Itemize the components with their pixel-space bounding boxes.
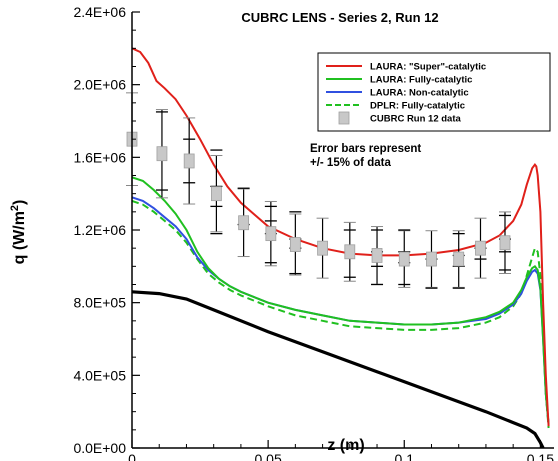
y-axis-title-superscript: 2: [9, 205, 21, 211]
data-point-2: [156, 146, 168, 162]
y-tick-label-2: 8.0E+05: [73, 295, 126, 311]
x-tick-label-2: 0.1: [395, 451, 415, 461]
y-tick-label-0: 0.0E+00: [73, 440, 126, 456]
data-point-5: [238, 215, 250, 231]
annotation-line-1: Error bars represent: [310, 143, 421, 155]
legend-label-3: LAURA: Non-catalytic: [370, 88, 469, 99]
data-point-15: [499, 235, 511, 251]
y-tick-label-1: 4.0E+05: [73, 367, 126, 383]
data-point-14: [475, 240, 486, 256]
legend: LAURA: "Super"-catalytic LAURA: Fully-cat…: [317, 52, 551, 132]
series-line-2: [132, 176, 550, 425]
curve-layer: [132, 47, 550, 448]
y-axis-title-main: q (W/m: [11, 211, 28, 264]
data-point-6: [265, 226, 277, 242]
data-point-7: [289, 237, 301, 252]
legend-label-5: CUBRC Run 12 data: [370, 114, 462, 125]
legend-label-4: DPLR: Fully-catalytic: [370, 101, 465, 112]
legend-entries: LAURA: "Super"-catalytic LAURA: Fully-cat…: [326, 62, 486, 125]
series-line-black: [132, 290, 545, 448]
legend-label-2: LAURA: Fully-catalytic: [370, 75, 472, 86]
x-tick-label-1: 0.05: [255, 451, 282, 461]
y-tick-label-4: 1.6E+06: [73, 149, 126, 165]
data-point-9: [344, 244, 356, 260]
legend-swatch-5: [338, 111, 350, 125]
y-axis-title: q (W/m2): [9, 200, 28, 265]
data-point-8: [317, 240, 328, 256]
annotation-line-2: +/- 15% of data: [310, 157, 391, 169]
y-tick-label-6: 2.4E+06: [73, 4, 126, 20]
x-tick-label-0: 0: [128, 451, 136, 461]
series-line-4: [132, 199, 550, 429]
y-tick-label-3: 1.2E+06: [73, 222, 126, 238]
series-line-1: [132, 47, 550, 427]
error-bar-annotation: Error bars represent +/- 15% of data: [310, 143, 421, 169]
data-point-12: [426, 251, 437, 267]
data-point-3: [183, 153, 195, 169]
y-tick-label-5: 2.0E+06: [73, 77, 126, 93]
plot-area: [126, 47, 550, 448]
data-point-13: [453, 251, 465, 267]
data-point-11: [398, 251, 410, 267]
data-point-4: [210, 186, 222, 202]
x-axis-title: z (m): [327, 437, 364, 454]
axes: 0.0E+00 4.0E+05 8.0E+05 1.2E+06 1.6E+06 2.0E+…: [73, 4, 554, 461]
chart-title: CUBRC LENS - Series 2, Run 12: [241, 10, 438, 25]
legend-label-1: LAURA: "Super"-catalytic: [370, 62, 486, 73]
x-tick-label-3: 0.15: [527, 451, 554, 461]
data-point-10: [371, 248, 383, 263]
y-axis-title-close: ): [11, 200, 28, 205]
error-bar-layer: [126, 92, 511, 289]
